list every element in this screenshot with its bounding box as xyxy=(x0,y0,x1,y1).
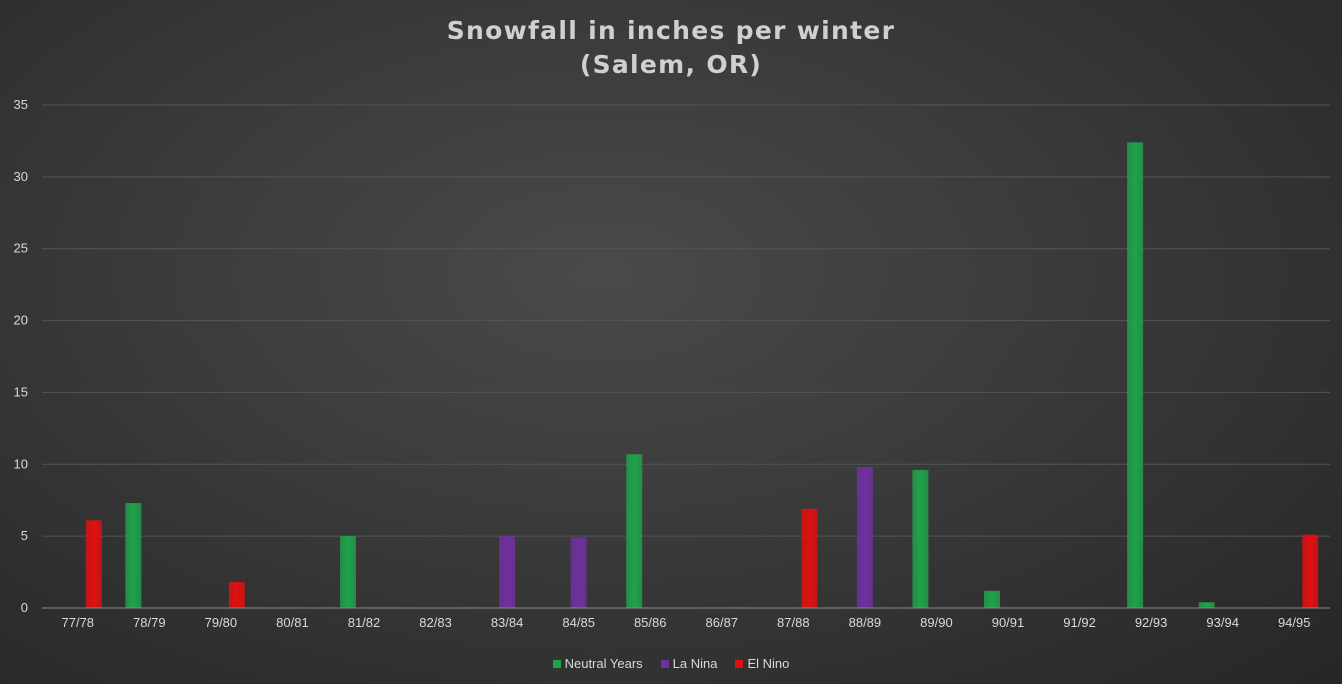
x-tick-label: 88/89 xyxy=(849,615,882,630)
bar-la-nina xyxy=(499,536,516,608)
x-tick-label: 89/90 xyxy=(920,615,953,630)
bars xyxy=(85,142,1319,608)
legend-item: Neutral Years xyxy=(552,656,643,671)
x-tick-label: 92/93 xyxy=(1135,615,1168,630)
bar-neutral-years xyxy=(626,454,643,608)
x-tick-label: 85/86 xyxy=(634,615,667,630)
x-tick-label: 77/78 xyxy=(62,615,95,630)
legend-swatch xyxy=(735,659,744,668)
gridlines xyxy=(42,104,1330,537)
x-tick-label: 87/88 xyxy=(777,615,810,630)
legend-label: Neutral Years xyxy=(564,656,643,671)
y-tick-label: 5 xyxy=(21,528,28,543)
x-tick-label: 79/80 xyxy=(205,615,238,630)
legend-label: La Nina xyxy=(672,656,718,671)
bar-el-nino xyxy=(1302,534,1319,608)
x-tick-label: 80/81 xyxy=(276,615,309,630)
x-tick-label: 82/83 xyxy=(419,615,452,630)
bar-el-nino xyxy=(228,582,245,608)
bar-la-nina xyxy=(570,537,587,608)
legend-swatch xyxy=(660,659,669,668)
y-tick-label: 20 xyxy=(14,313,28,328)
bar-neutral-years xyxy=(1198,602,1215,608)
bar-la-nina xyxy=(856,467,873,608)
legend-item: La Nina xyxy=(660,656,718,671)
x-tick-label: 91/92 xyxy=(1063,615,1096,630)
x-tick-label: 93/94 xyxy=(1206,615,1239,630)
x-tick-label: 90/91 xyxy=(992,615,1025,630)
legend-item: El Nino xyxy=(735,656,789,671)
bar-neutral-years xyxy=(340,536,356,608)
y-tick-label: 25 xyxy=(14,241,28,256)
axes: 0 5 10 15 20 25 30 35 77/78 78/79 79/80 80/81 81/82 8… xyxy=(14,97,1330,630)
x-tick-label: 84/85 xyxy=(562,615,595,630)
bar-neutral-years xyxy=(984,590,1000,608)
legend-swatch xyxy=(552,659,561,668)
x-tick-label: 83/84 xyxy=(491,615,524,630)
legend-label: El Nino xyxy=(747,656,790,671)
y-tick-label: 0 xyxy=(21,600,28,615)
x-tick-label: 94/95 xyxy=(1278,615,1311,630)
y-tick-label: 30 xyxy=(14,169,28,184)
x-tick-label: 86/87 xyxy=(706,615,739,630)
legend: Neutral Years La Nina El Nino xyxy=(0,656,1342,671)
chart-title: Snowfall in inches per winter (Salem, OR… xyxy=(0,14,1342,82)
bar-el-nino xyxy=(801,508,818,608)
x-tick-label: 81/82 xyxy=(348,615,381,630)
y-tick-label: 35 xyxy=(14,97,28,112)
y-tick-label: 15 xyxy=(14,384,28,399)
bar-neutral-years xyxy=(125,503,142,608)
bar-neutral-years xyxy=(1127,142,1144,608)
bar-el-nino xyxy=(85,520,102,608)
chart-subtitle: (Salem, OR) xyxy=(579,50,763,79)
x-tick-label: 78/79 xyxy=(133,615,166,630)
bar-neutral-years xyxy=(912,470,929,608)
y-tick-label: 10 xyxy=(14,456,28,471)
chart-title-line: Snowfall in inches per winter xyxy=(446,16,896,45)
